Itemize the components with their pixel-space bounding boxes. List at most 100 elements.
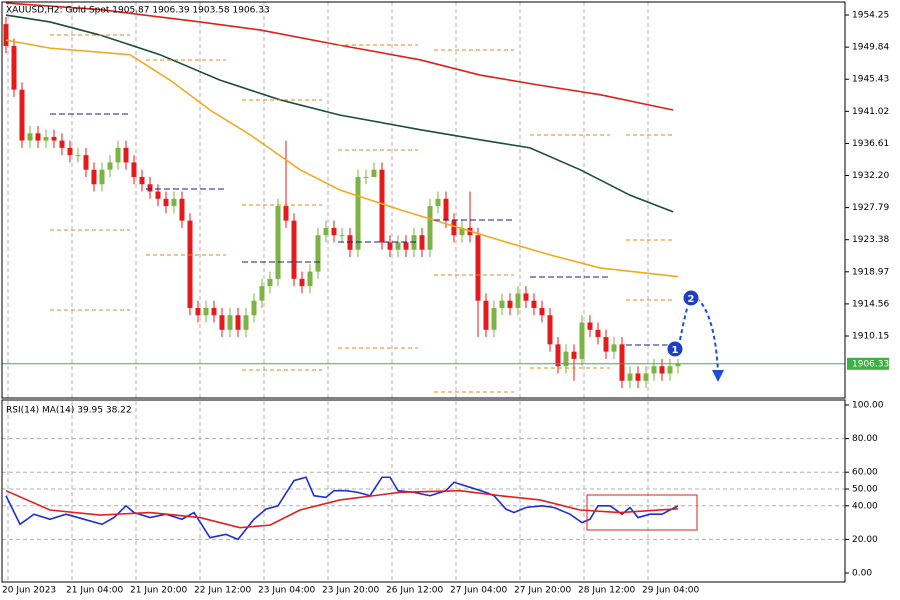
y-tick-label: 1949.84: [852, 43, 889, 53]
candle-body: [403, 242, 409, 250]
annotation-marker: [666, 340, 684, 358]
pivot-center-lines: [50, 113, 672, 346]
x-tick-label: 28 Jun 12:00: [578, 586, 635, 596]
last-price-box: [847, 357, 889, 370]
candle-body: [283, 206, 289, 221]
candle-body: [267, 278, 273, 287]
candle-body: [147, 184, 153, 192]
candle-body: [75, 155, 81, 157]
candle-body: [307, 271, 313, 287]
candle-body: [531, 300, 537, 308]
y-tick-label: 80.00: [852, 434, 878, 444]
y-tick-label: 1941.02: [852, 107, 889, 117]
candle-body: [43, 136, 49, 141]
highlight-box: [586, 494, 698, 531]
candle-body: [427, 206, 433, 250]
y-tick-label: 50.00: [852, 485, 878, 495]
candle-body: [203, 307, 209, 316]
candle-body: [291, 220, 297, 279]
candle-body: [155, 191, 161, 199]
candle-body: [27, 133, 33, 141]
y-tick-label: 1910.15: [852, 331, 889, 341]
main-panel: [1, 1, 846, 399]
y-tick-label: 1918.97: [852, 267, 889, 277]
line-series: [5, 39, 679, 278]
candle-body: [491, 307, 497, 330]
y-tick-label: 60.00: [852, 468, 878, 478]
candle-body: [211, 307, 217, 316]
candle-body: [251, 300, 257, 316]
y-tick-label: 1932.20: [852, 171, 889, 181]
candle-body: [99, 169, 105, 185]
candle-body: [451, 220, 457, 236]
candle-body: [667, 366, 673, 374]
x-tick-label: 27 Jun 04:00: [450, 586, 507, 596]
rsi-panel: [1, 399, 846, 583]
x-tick-label: 21 Jun 04:00: [66, 586, 123, 596]
candle-body: [643, 373, 649, 381]
candle-body: [595, 329, 601, 338]
y-tick-label: 100.00: [852, 401, 884, 411]
candle-body: [619, 344, 625, 381]
candle-body: [51, 136, 57, 141]
candle-body: [139, 176, 145, 185]
candle-body: [443, 198, 449, 221]
candle-body: [555, 344, 561, 367]
last-price-label: 1906.33: [852, 359, 889, 369]
candle-body: [563, 351, 569, 367]
candle-body: [275, 206, 281, 279]
y-tick-label: 1936.61: [852, 139, 889, 149]
x-tick-label: 26 Jun 12:00: [386, 586, 443, 596]
candle-body: [355, 176, 361, 250]
y-tick-label: 20.00: [852, 535, 878, 545]
candle-body: [243, 315, 249, 330]
candle-body: [523, 293, 529, 301]
candle-body: [379, 169, 385, 243]
candle-body: [123, 147, 129, 163]
candle-body: [571, 351, 577, 359]
y-tick-label: 40.00: [852, 501, 878, 511]
candle-body: [3, 24, 9, 46]
y-tick-label: 1927.79: [852, 203, 889, 213]
candle-body: [67, 147, 73, 156]
chart-title: XAUUSD,H2: Gold Spot 1905.87 1906.39 190…: [6, 6, 270, 16]
candle-body: [515, 293, 521, 308]
x-tick-label: 21 Jun 20:00: [130, 586, 187, 596]
candle-body: [579, 322, 585, 359]
candle-body: [363, 176, 369, 178]
line-series: [5, 489, 679, 529]
line-series: [5, 476, 679, 541]
candle-body: [611, 344, 617, 352]
y-tick-label: 0.00: [852, 568, 872, 578]
y-tick-label: 1954.25: [852, 11, 889, 21]
candle-body: [11, 45, 17, 90]
candle-body: [235, 315, 241, 330]
annotation-marker: [682, 289, 700, 307]
candle-body: [83, 155, 89, 170]
candle-body: [435, 198, 441, 207]
candle-body: [179, 198, 185, 221]
candle-body: [107, 162, 113, 170]
y-tick-label: 1914.56: [852, 299, 889, 309]
forecast-arrow: [712, 370, 724, 382]
candle-body: [475, 235, 481, 301]
candle-body: [539, 307, 545, 316]
x-tick-label: 22 Jun 12:00: [194, 586, 251, 596]
candle-body: [627, 373, 633, 381]
annotation-label: 1: [672, 345, 679, 356]
candle-body: [507, 300, 513, 308]
x-tick-label: 23 Jun 20:00: [322, 586, 379, 596]
candle-body: [115, 147, 121, 163]
candle-body: [59, 140, 65, 148]
candle-body: [339, 235, 345, 237]
candle-body: [227, 315, 233, 330]
candle-body: [299, 278, 305, 287]
candle-body: [131, 162, 137, 177]
candle-body: [587, 322, 593, 330]
candle-body: [659, 366, 665, 374]
candle-body: [19, 89, 25, 141]
candle-body: [603, 337, 609, 352]
candle-body: [675, 363, 681, 367]
candle-body: [547, 315, 553, 345]
